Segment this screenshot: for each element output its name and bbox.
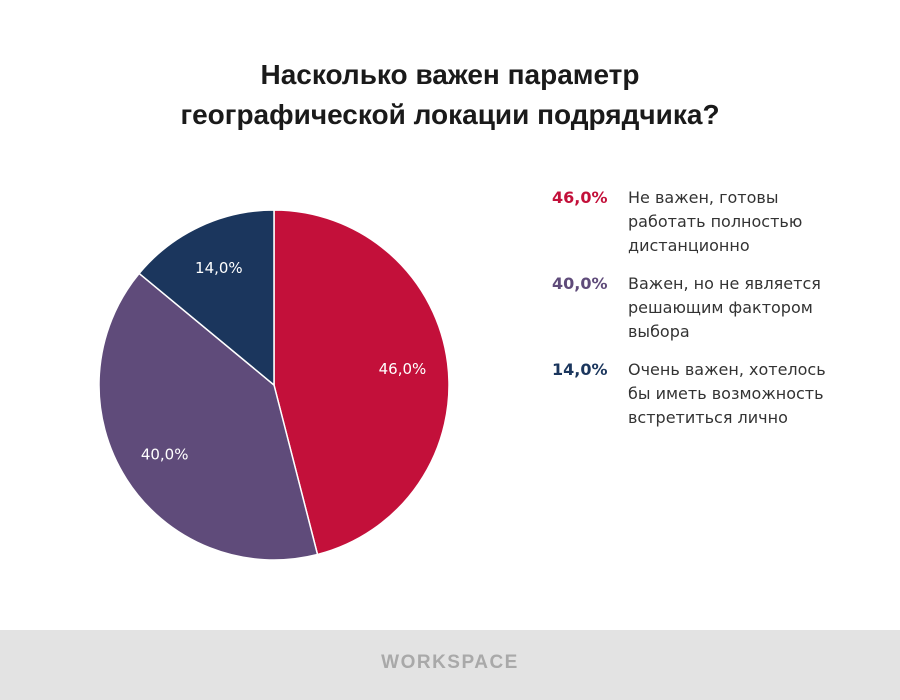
legend-label: Очень важен, хотелось бы иметь возможнос… xyxy=(628,360,826,427)
legend-item: 46,0% Не важен, готовы работать полность… xyxy=(552,186,872,258)
pie-slice xyxy=(98,272,319,561)
pie-slice xyxy=(138,209,275,387)
pie-slice xyxy=(273,209,450,556)
chart-title-line-2: географической локации подрядчика? xyxy=(180,99,720,130)
legend-label: Не важен, готовы работать полностью дист… xyxy=(628,188,803,255)
legend-value: 14,0% xyxy=(552,360,608,379)
legend-item: 14,0% Очень важен, хотелось бы иметь воз… xyxy=(552,358,872,430)
pie-chart: 46,0% 40,0% 14,0% xyxy=(98,209,450,561)
legend-label: Важен, но не является решающим фактором … xyxy=(628,274,821,341)
legend-value: 40,0% xyxy=(552,274,608,293)
workspace-logo: WORKSPACE xyxy=(381,652,519,673)
chart-title: Насколько важен параметр географической … xyxy=(0,55,900,135)
legend-value: 46,0% xyxy=(552,188,608,207)
slice-label: 14,0% xyxy=(195,259,243,277)
slice-label: 40,0% xyxy=(141,445,189,463)
slice-label: 46,0% xyxy=(379,360,427,378)
legend: 46,0% Не важен, готовы работать полность… xyxy=(552,186,872,444)
legend-item: 40,0% Важен, но не является решающим фак… xyxy=(552,272,872,344)
footer: WORKSPACE xyxy=(0,630,900,700)
chart-title-line-1: Насколько важен параметр xyxy=(260,59,640,90)
